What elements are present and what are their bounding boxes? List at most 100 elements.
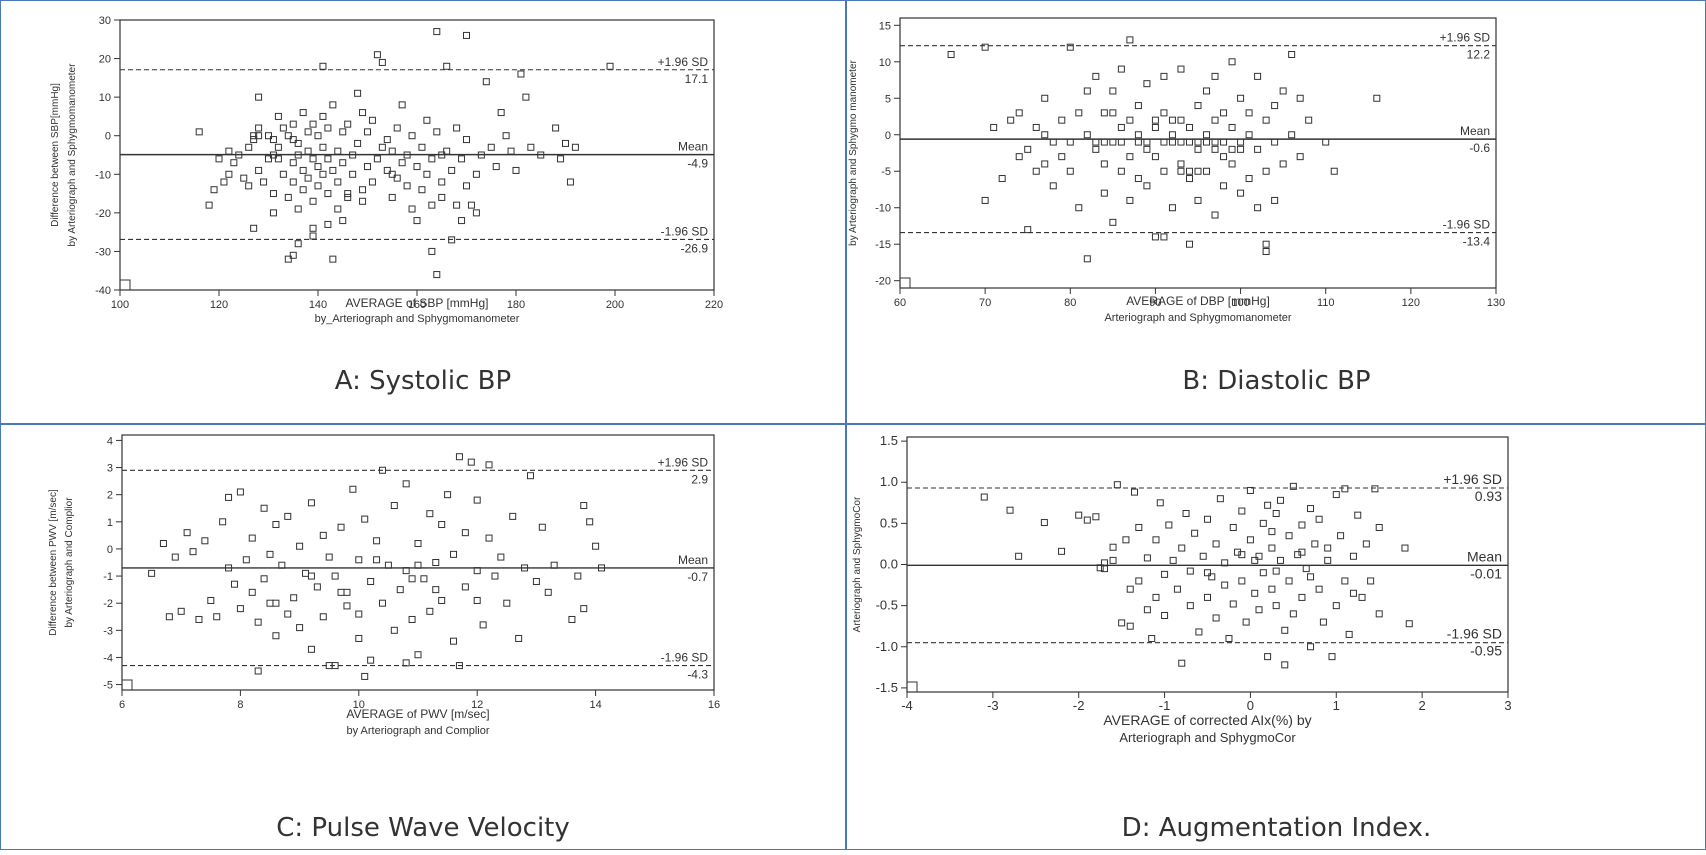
y-tick-label: 0.5 [880, 515, 898, 530]
data-point [509, 512, 517, 520]
caption-a: A: Systolic BP [334, 366, 512, 396]
data-point [1315, 515, 1323, 523]
data-point [1182, 510, 1190, 517]
data-point [339, 159, 347, 167]
data-point [1083, 255, 1091, 263]
data-point [1228, 58, 1236, 66]
data-point [586, 518, 594, 526]
data-point [1238, 551, 1246, 559]
x-tick-label: 200 [606, 299, 624, 311]
data-point [1161, 612, 1169, 619]
data-point [1092, 138, 1100, 146]
x-tick-label: 6 [119, 699, 125, 711]
data-point [378, 58, 386, 66]
data-point [304, 174, 312, 182]
data-point [230, 159, 238, 167]
y-tick-label: 1.5 [880, 433, 898, 448]
data-point [236, 605, 244, 613]
data-point [448, 166, 456, 174]
data-point [307, 645, 315, 653]
data-point [1276, 496, 1284, 504]
data-point [1015, 153, 1023, 161]
data-point [423, 116, 431, 124]
data-point [1041, 131, 1049, 139]
y-axis-subtitle: by Arteriograph and Sphygmo manometer [848, 60, 859, 246]
data-point [1354, 511, 1362, 519]
data-point [1126, 196, 1134, 204]
reference-line-label: -1.96 SD [661, 224, 709, 238]
data-point [266, 550, 274, 558]
y-tick-label: -10 [95, 169, 111, 181]
data-point [1109, 556, 1117, 564]
data-point [1225, 635, 1233, 643]
data-point [1324, 556, 1332, 564]
data-point [438, 596, 446, 604]
y-tick-label: -40 [95, 285, 111, 297]
data-point [1262, 167, 1270, 175]
data-point [373, 556, 381, 564]
data-point [1285, 532, 1293, 540]
data-point [265, 132, 272, 140]
data-point [1268, 585, 1276, 593]
data-point [552, 124, 560, 132]
data-point [1168, 204, 1176, 212]
data-point [1177, 65, 1185, 73]
data-point [344, 193, 352, 201]
data-point [272, 632, 280, 640]
data-point [455, 453, 463, 461]
data-point [426, 607, 434, 615]
data-point [390, 626, 398, 634]
data-point [1151, 123, 1159, 131]
data-point [444, 491, 452, 499]
data-point [213, 613, 221, 621]
x-axis-title: AVERAGE of corrected AIx(%) by [1103, 712, 1311, 728]
data-point [485, 534, 493, 542]
data-point [1262, 240, 1270, 248]
data-point [1058, 116, 1066, 124]
data-point [1143, 80, 1151, 88]
reference-line-label: -1.96 SD [1443, 218, 1491, 232]
x-tick-label: 120 [210, 299, 228, 311]
data-point [359, 186, 367, 194]
data-point [1311, 540, 1319, 548]
reference-line-value: 2.9 [691, 472, 708, 486]
data-point [1100, 109, 1108, 117]
data-point [990, 123, 998, 131]
data-point [1178, 659, 1186, 667]
data-point [1237, 138, 1245, 146]
x-axis-subtitle: Arteriograph and Sphygmomanometer [1104, 312, 1291, 324]
data-point [1117, 167, 1125, 175]
data-point [408, 132, 416, 140]
data-point [1152, 593, 1160, 601]
data-point [1143, 606, 1151, 614]
data-point [497, 553, 505, 561]
data-point [438, 521, 446, 529]
data-point [388, 147, 396, 155]
data-point [1185, 175, 1193, 183]
data-point [329, 255, 337, 263]
data-point [1212, 614, 1220, 622]
data-point [383, 136, 391, 144]
x-tick-label: 100 [1231, 297, 1249, 309]
data-point [1238, 507, 1246, 515]
data-point [274, 112, 282, 120]
x-tick-label: 60 [894, 297, 906, 309]
data-point [1066, 43, 1074, 51]
data-point [195, 128, 203, 136]
data-point [299, 109, 307, 117]
data-point [1083, 131, 1091, 139]
reference-line-label: -1.96 SD [661, 651, 709, 665]
data-point [1092, 145, 1100, 153]
data-point [1015, 109, 1023, 117]
data-point [1208, 573, 1216, 581]
data-point [1289, 610, 1297, 618]
y-axis-subtitle: Arteriograph and SphygmoCor [852, 496, 863, 632]
data-point [299, 166, 307, 174]
data-point [455, 662, 463, 670]
x-axis-subtitle: Arteriograph and SphygmoCor [1119, 730, 1296, 745]
panel-c: -5 -4 -3 -2 -1 0 1 2 3 4 6 8 10 12 14 16 +1.96 SD 2.9 Mean… [0, 425, 846, 850]
data-point [367, 656, 375, 664]
data-point [418, 186, 426, 194]
